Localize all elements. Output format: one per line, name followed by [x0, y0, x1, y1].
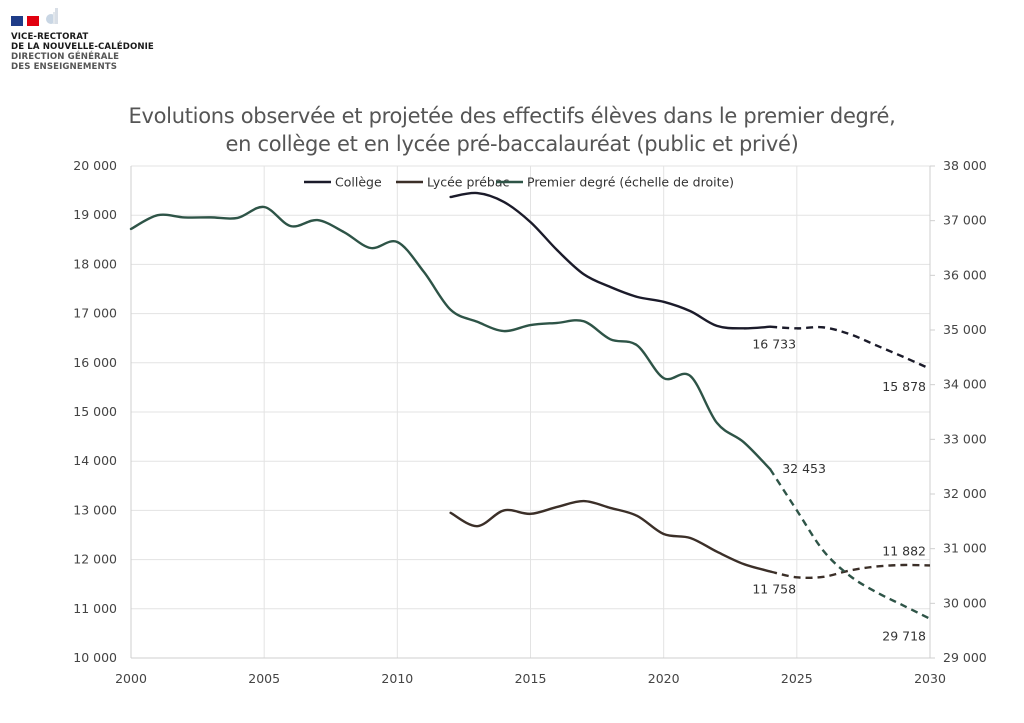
y-right-tick-label: 29 000 [943, 650, 987, 665]
y-right-tick-label: 34 000 [943, 377, 987, 392]
y-left-tick-label: 18 000 [73, 256, 117, 271]
data-label-college-2024: 16 733 [752, 337, 796, 352]
french-flag-icon [11, 16, 39, 26]
data-label-lycee-prebac-2030: 11 882 [882, 543, 926, 558]
emblem-icon [46, 8, 58, 24]
gridlines [131, 165, 930, 658]
y-left-tick-label: 15 000 [73, 404, 117, 419]
chart-title: Evolutions observée et projetée des effe… [0, 102, 1024, 158]
series-line-lycee-prebac-projected [769, 563, 931, 580]
y-left-tick-label: 12 000 [73, 552, 117, 567]
series-line-premier-degre-observed [129, 205, 772, 471]
organization-name: VICE-RECTORAT DE LA NOUVELLE-CALÉDONIE D… [11, 32, 154, 72]
data-label-premier-degre-2030: 29 718 [882, 629, 926, 644]
org-line-4: DES ENSEIGNEMENTS [11, 62, 117, 72]
y-left-tick-label: 16 000 [73, 355, 117, 370]
logo-row [11, 6, 154, 26]
legend-label-college: Collège [335, 175, 382, 190]
y-left-tick-label: 14 000 [73, 453, 117, 468]
y-left-tick-label: 10 000 [73, 650, 117, 665]
x-tick-label: 2005 [248, 671, 280, 686]
chart-title-line-1: Evolutions observée et projetée des effe… [128, 104, 896, 128]
y-left-tick-label: 19 000 [73, 207, 117, 222]
y-right-tick-label: 38 000 [943, 158, 987, 173]
legend-label-lycee-prebac: Lycée prébac [427, 175, 510, 190]
series-line-premier-degre-projected [769, 468, 931, 620]
x-tick-label: 2000 [115, 671, 147, 686]
org-line-3: DIRECTION GÉNÉRALE [11, 52, 120, 62]
data-label-lycee-prebac-2024: 11 758 [752, 582, 796, 597]
y-left-tick-label: 17 000 [73, 306, 117, 321]
y-right-tick-label: 33 000 [943, 431, 987, 446]
y-left-tick-label: 11 000 [73, 601, 117, 616]
y-right-tick-label: 35 000 [943, 322, 987, 337]
org-line-2: DE LA NOUVELLE-CALÉDONIE [11, 42, 154, 52]
header: VICE-RECTORAT DE LA NOUVELLE-CALÉDONIE D… [11, 6, 154, 72]
chart-title-line-2: en collège et en lycée pré-baccalauréat … [225, 132, 799, 156]
data-label-premier-degre-2024: 32 453 [782, 461, 826, 476]
y-right-tick-label: 37 000 [943, 213, 987, 228]
org-line-1: VICE-RECTORAT [11, 32, 89, 42]
x-tick-label: 2010 [381, 671, 413, 686]
x-tick-label: 2030 [914, 671, 946, 686]
y-right-tick-label: 36 000 [943, 267, 987, 282]
y-left-tick-label: 13 000 [73, 502, 117, 517]
series-line-college-observed [449, 191, 772, 330]
series-line-college-projected [770, 325, 931, 370]
x-tick-label: 2025 [781, 671, 813, 686]
series-lines [129, 191, 931, 620]
x-tick-label: 2015 [515, 671, 547, 686]
y-right-tick-label: 32 000 [943, 486, 987, 501]
series-line-lycee-prebac-observed [449, 499, 772, 573]
legend: Collège Lycée prébac Premier degré (échell… [304, 175, 734, 190]
y-right-tick-label: 30 000 [943, 595, 987, 610]
x-tick-label: 2020 [648, 671, 680, 686]
data-label-college-2030: 15 878 [882, 379, 926, 394]
legend-label-premier-degre: Premier degré (échelle de droite) [527, 175, 734, 190]
y-left-tick-label: 20 000 [73, 158, 117, 173]
axes: 10 000 11 000 12 000 13 000 14 000 15 000 16 0… [73, 158, 987, 686]
data-labels: 16 733 15 878 11 758 11 882 32 453 29 718 [752, 337, 926, 644]
y-right-tick-label: 31 000 [943, 541, 987, 556]
